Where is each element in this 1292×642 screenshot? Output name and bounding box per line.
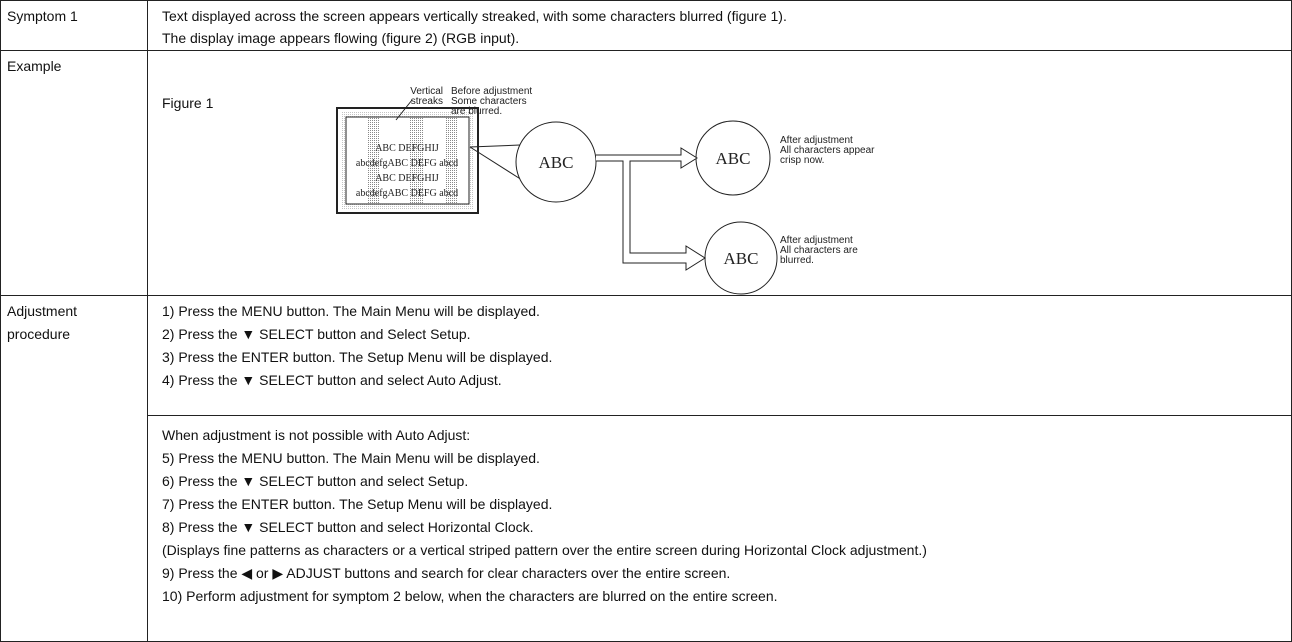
figure-caption: Figure 1: [162, 95, 214, 111]
screen-text: abcdefgABC DEFG abcd: [356, 188, 458, 199]
note: All characters are: [780, 245, 858, 256]
step: 1) Press the MENU button. The Main Menu …: [162, 303, 540, 319]
step: 5) Press the MENU button. The Main Menu …: [162, 450, 540, 466]
zoom-circle: [515, 121, 597, 203]
note: All characters appear: [780, 145, 875, 156]
note: blurred.: [780, 255, 814, 266]
screen-text: abcdefgABC DEFG abcd: [356, 158, 458, 169]
circle-label: ABC: [539, 153, 574, 172]
step: 10) Perform adjustment for symptom 2 bel…: [162, 588, 778, 604]
note: After adjustment: [780, 235, 853, 246]
row-label: procedure: [7, 326, 71, 342]
note: After adjustment: [780, 135, 853, 146]
row-label: Example: [7, 58, 62, 74]
note: are blurred.: [451, 106, 502, 117]
monitor: [336, 107, 479, 214]
step: 8) Press the ▼ SELECT button and select …: [162, 519, 534, 535]
note: streaks: [411, 96, 443, 107]
streak: [446, 117, 458, 204]
column-rule: [147, 0, 148, 642]
circle-label: ABC: [724, 249, 759, 268]
step: (Displays fine patterns as characters or…: [162, 542, 927, 558]
note: Some characters: [451, 96, 527, 107]
screen-text: ABC DEFGHIJ: [375, 173, 439, 184]
leader-line: [469, 146, 523, 181]
text-line: Text displayed across the screen appears…: [162, 8, 787, 24]
leader-line: [395, 99, 413, 121]
step: 3) Press the ENTER button. The Setup Men…: [162, 349, 553, 365]
row-rule: [147, 415, 1292, 416]
streak: [368, 117, 380, 204]
note: crisp now.: [780, 155, 824, 166]
step: 7) Press the ENTER button. The Setup Men…: [162, 496, 553, 512]
step: When adjustment is not possible with Aut…: [162, 427, 471, 443]
text-line: The display image appears flowing (figur…: [162, 30, 520, 46]
step: 9) Press the ◀ or ▶ ADJUST buttons and s…: [162, 565, 731, 581]
leader-line: [469, 144, 521, 148]
row-label: Symptom 1: [7, 8, 78, 24]
row-rule: [0, 50, 1292, 51]
border: [0, 0, 1, 642]
screen-text: ABC DEFGHIJ: [375, 143, 439, 154]
row-rule: [0, 295, 1292, 296]
note: Before adjustment: [451, 86, 532, 97]
arrow: [596, 147, 706, 271]
step: 6) Press the ▼ SELECT button and select …: [162, 473, 469, 489]
step: 4) Press the ▼ SELECT button and select …: [162, 372, 502, 388]
note: Vertical: [410, 86, 443, 97]
border: [0, 0, 1292, 1]
row-label: Adjustment: [7, 303, 78, 319]
step: 2) Press the ▼ SELECT button and Select …: [162, 326, 471, 342]
streak: [410, 117, 424, 204]
circle-label: ABC: [716, 149, 751, 168]
